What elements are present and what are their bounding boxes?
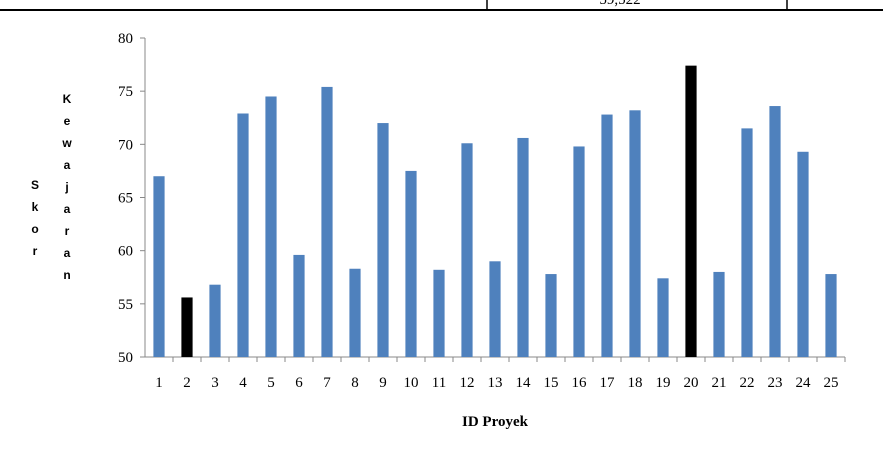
x-tick-label: 8 bbox=[351, 375, 359, 391]
y-tick-label: 70 bbox=[118, 137, 133, 153]
bar bbox=[769, 106, 781, 357]
x-tick-label: 23 bbox=[768, 375, 783, 391]
x-tick-label: 3 bbox=[211, 375, 219, 391]
x-tick-label: 19 bbox=[656, 375, 671, 391]
x-tick-label: 14 bbox=[516, 375, 532, 391]
bar bbox=[461, 143, 473, 357]
y-axis-label: Skor bbox=[28, 178, 42, 266]
y-axis-label: Kewajaran bbox=[60, 92, 74, 290]
y-tick-label: 55 bbox=[118, 297, 133, 313]
bar bbox=[657, 278, 669, 357]
bar bbox=[685, 65, 697, 357]
x-tick-label: 5 bbox=[267, 375, 275, 391]
bar bbox=[377, 123, 389, 357]
bar bbox=[825, 274, 837, 357]
x-tick-label: 13 bbox=[488, 375, 503, 391]
x-tick-label: 12 bbox=[460, 375, 475, 391]
x-tick-label: 16 bbox=[572, 375, 588, 391]
x-tick-label: 15 bbox=[544, 375, 559, 391]
x-tick-label: 6 bbox=[295, 375, 303, 391]
x-tick-label: 18 bbox=[628, 375, 643, 391]
bar bbox=[405, 170, 417, 357]
x-tick-label: 1 bbox=[155, 375, 163, 391]
bar bbox=[293, 254, 305, 357]
bar bbox=[153, 176, 165, 357]
bar bbox=[181, 297, 193, 357]
x-tick-label: 10 bbox=[404, 375, 419, 391]
y-tick-label: 75 bbox=[118, 84, 133, 100]
x-tick-label: 9 bbox=[379, 375, 387, 391]
x-tick-label: 20 bbox=[684, 375, 699, 391]
y-tick-label: 65 bbox=[118, 191, 133, 207]
bar bbox=[573, 146, 585, 357]
bar bbox=[797, 151, 809, 357]
bar bbox=[321, 86, 333, 357]
y-tick-label: 50 bbox=[118, 350, 133, 366]
x-axis-label: ID Proyek bbox=[462, 414, 529, 430]
y-tick-label: 60 bbox=[118, 244, 133, 260]
x-tick-label: 4 bbox=[239, 375, 247, 391]
bar bbox=[741, 128, 753, 357]
bar bbox=[349, 268, 361, 357]
bar bbox=[209, 284, 221, 357]
bar bbox=[433, 269, 445, 357]
x-tick-label: 7 bbox=[323, 375, 331, 391]
x-tick-label: 22 bbox=[740, 375, 755, 391]
x-tick-label: 2 bbox=[183, 375, 191, 391]
x-tick-label: 17 bbox=[600, 375, 616, 391]
x-tick-label: 25 bbox=[824, 375, 839, 391]
table-cell: 59,522 bbox=[599, 0, 640, 8]
x-tick-label: 21 bbox=[712, 375, 727, 391]
bar bbox=[601, 114, 613, 357]
x-tick-label: 24 bbox=[796, 375, 812, 391]
bar bbox=[713, 271, 725, 357]
bar bbox=[265, 96, 277, 357]
bar bbox=[629, 110, 641, 357]
bar bbox=[517, 137, 529, 357]
bar bbox=[489, 261, 501, 357]
bar bbox=[545, 274, 557, 357]
x-tick-label: 11 bbox=[432, 375, 446, 391]
y-tick-label: 80 bbox=[118, 31, 133, 47]
bar bbox=[237, 113, 249, 357]
